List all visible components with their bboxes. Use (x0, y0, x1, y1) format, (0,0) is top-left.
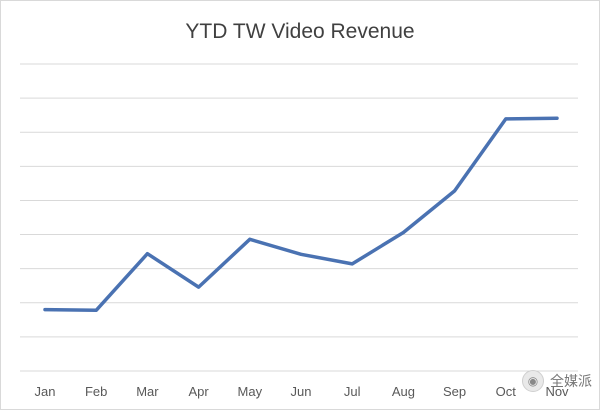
chart-title: YTD TW Video Revenue (185, 20, 414, 43)
data-point-aug (401, 231, 405, 234)
data-point-jul (350, 262, 354, 266)
data-point-apr (197, 285, 201, 289)
x-tick-label-apr: Apr (188, 384, 209, 399)
data-point-sep (453, 189, 457, 193)
x-tick-label-aug: Aug (392, 384, 415, 399)
data-point-jun (299, 252, 303, 256)
series-line (43, 116, 559, 313)
x-tick-label-jul: Jul (344, 384, 361, 399)
data-point-feb (94, 308, 98, 312)
x-tick-label-oct: Oct (496, 384, 517, 399)
x-tick-label-nov: Nov (545, 384, 569, 399)
data-point-may (248, 237, 252, 241)
data-point-jan (43, 308, 47, 312)
wechat-bubble-icon: ◉ (522, 370, 544, 392)
data-point-nov (555, 116, 559, 120)
data-point-mar (145, 252, 149, 256)
x-tick-label-sep: Sep (443, 384, 466, 399)
x-tick-label-may: May (238, 384, 263, 399)
x-tick-label-feb: Feb (85, 384, 107, 399)
x-tick-label-jun: Jun (291, 384, 312, 399)
watermark-text: 全媒派 (550, 374, 592, 390)
x-tick-label-jan: Jan (35, 384, 56, 399)
data-point-oct (504, 117, 508, 121)
watermark: ◉ 全媒派 (522, 370, 592, 392)
x-tick-label-mar: Mar (136, 384, 159, 399)
